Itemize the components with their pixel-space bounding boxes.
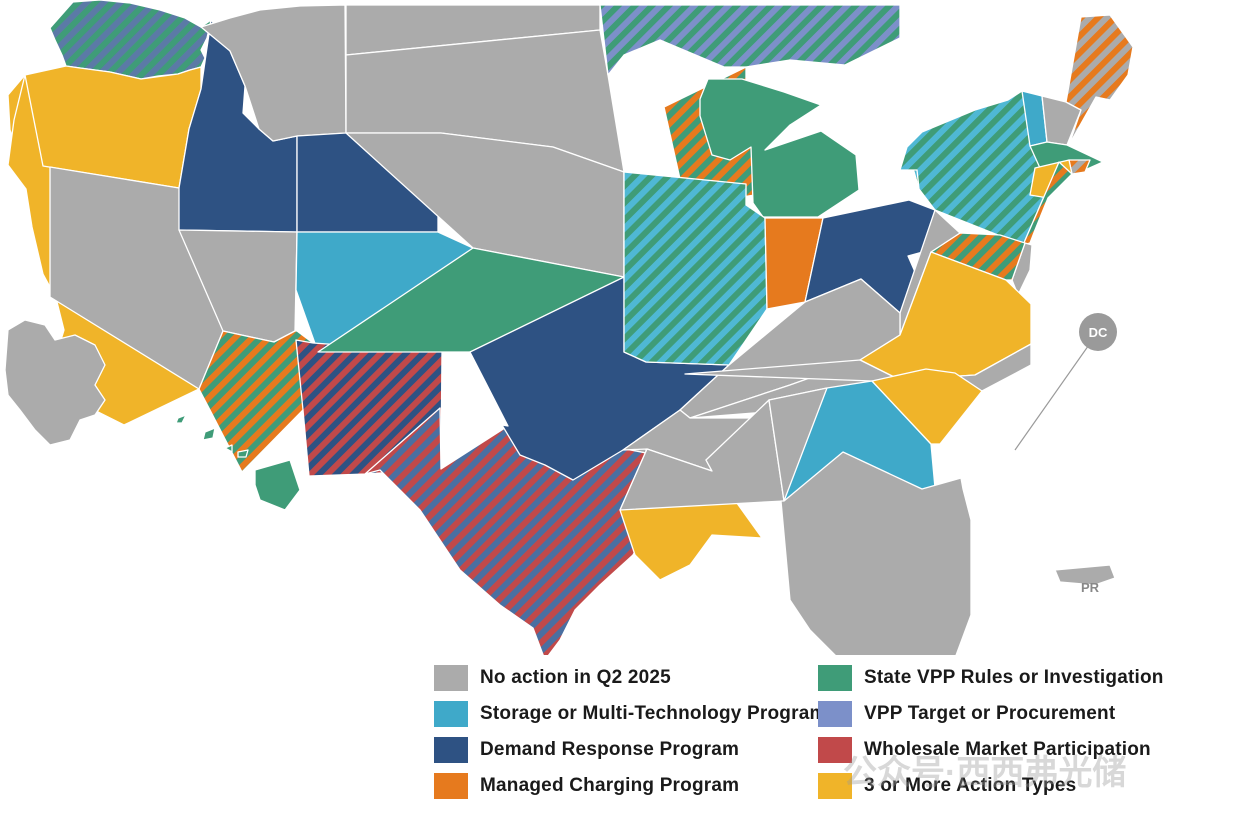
svg-text:PR: PR bbox=[1081, 580, 1100, 595]
FL bbox=[781, 452, 971, 655]
AZ bbox=[199, 331, 313, 472]
IL bbox=[624, 172, 767, 365]
ME bbox=[1066, 15, 1133, 145]
svg-text:DC: DC bbox=[1089, 325, 1108, 340]
MN bbox=[600, 5, 900, 75]
